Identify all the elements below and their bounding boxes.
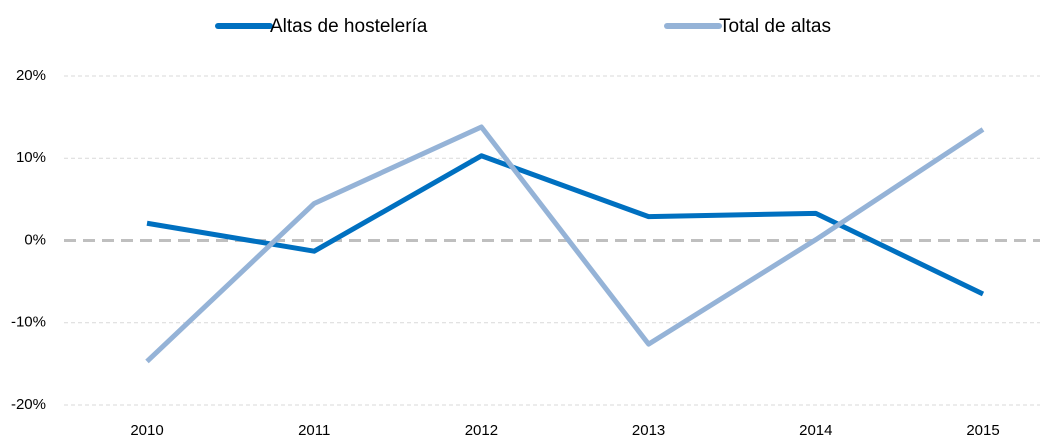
- x-tick-label: 2014: [799, 422, 832, 439]
- y-tick-label: 10%: [16, 149, 46, 166]
- legend-label: Total de altas: [719, 16, 831, 37]
- x-tick-label: 2010: [130, 422, 163, 439]
- x-tick-label: 2013: [632, 422, 665, 439]
- x-tick-label: 2012: [465, 422, 498, 439]
- y-tick-label: 0%: [24, 231, 46, 248]
- y-tick-label: -10%: [11, 314, 46, 331]
- y-tick-label: 20%: [16, 67, 46, 84]
- x-tick-label: 2011: [298, 422, 330, 439]
- legend-label: Altas de hostelería: [270, 16, 428, 37]
- y-tick-label: -20%: [11, 396, 46, 413]
- x-tick-label: 2015: [966, 422, 999, 439]
- line-series: [146, 153, 985, 297]
- line-series: [145, 124, 985, 364]
